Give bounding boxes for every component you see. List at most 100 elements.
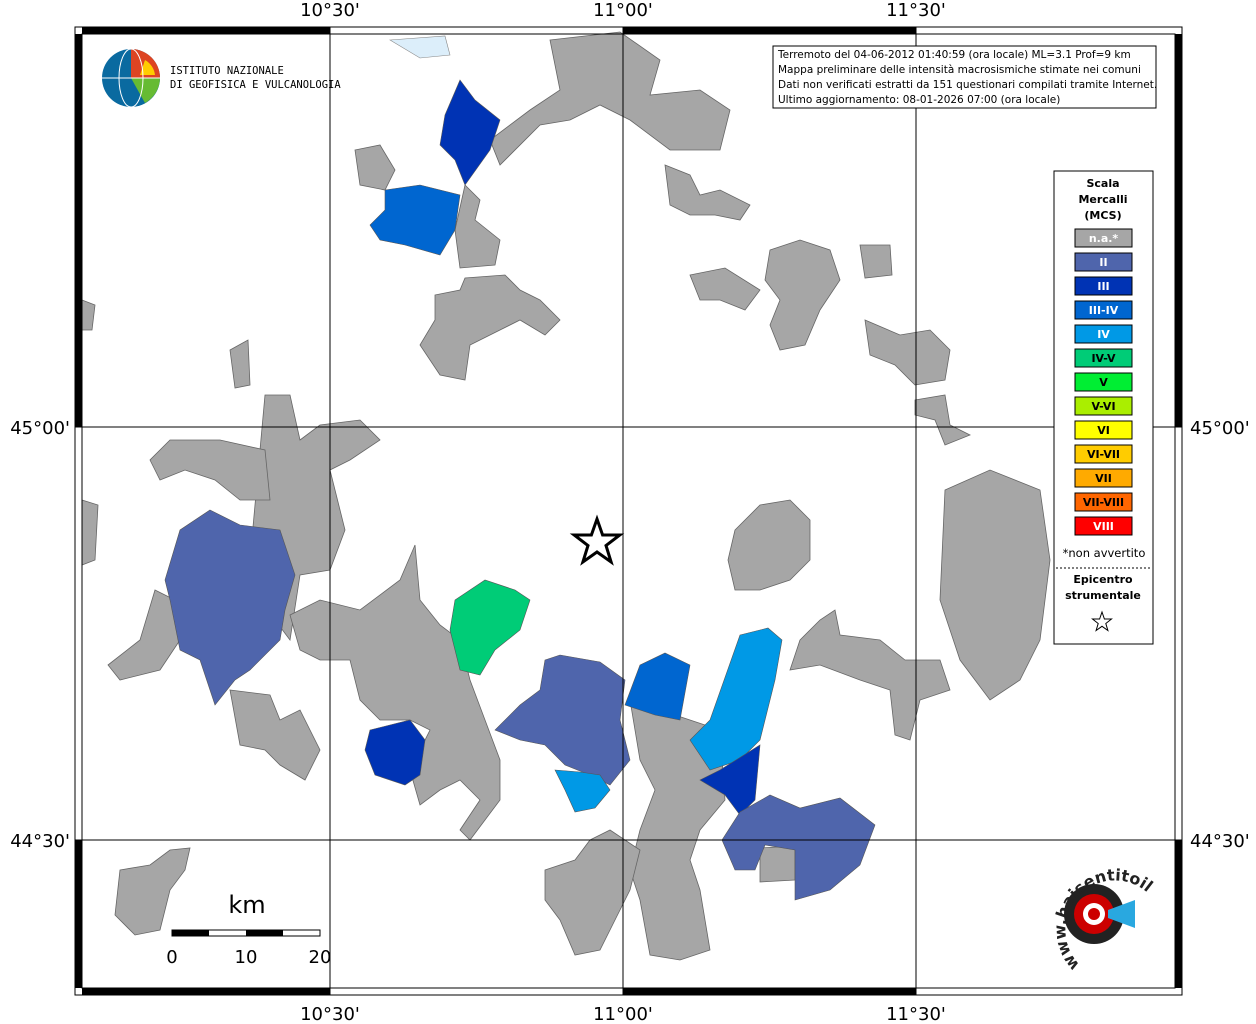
legend-swatch [1074,468,1133,488]
lake [389,35,451,59]
legend-label: V-VI [1091,400,1115,413]
area [664,164,751,221]
legend-swatch [1074,348,1133,368]
legend-label: III [1097,280,1109,293]
scale-tick: 0 [166,947,177,968]
scale-tick: 20 [309,947,332,968]
frame-seg [82,27,330,34]
frame-seg [1175,840,1182,988]
legend-label: III-IV [1089,304,1119,317]
lon-label: 11°00' [593,1004,653,1024]
area [864,319,951,386]
legend-label: VII [1095,472,1112,485]
lon-label: 11°30' [886,0,946,21]
frame-seg [623,988,916,995]
legend-label: IV [1097,328,1110,341]
logo-speaker [1108,900,1135,928]
legend-swatch [1074,300,1133,320]
frame-seg [1175,34,1182,427]
area [289,544,501,841]
legend: Scala Mercalli (MCS) *non avvertito Epic… [1053,170,1154,645]
lon-label: 10°30' [300,1004,360,1024]
area-iv-v [449,579,531,676]
scale-seg [246,930,283,936]
info-line: Ultimo aggiornamento: 08-01-2026 07:00 (… [778,94,1060,106]
area [81,499,99,566]
institute-name: ISTITUTO NAZIONALE [170,65,284,77]
legend-label: VI-VII [1087,448,1120,461]
info-line: Dati non verificati estratti da 151 ques… [778,79,1157,91]
logo-part [131,78,160,103]
area [354,144,396,191]
legend-swatch [1074,324,1133,344]
lon-label: 11°30' [886,1004,946,1024]
institute-name: DI GEOFISICA E VULCANOLOGIA [170,79,341,91]
ingv-logo: ISTITUTO NAZIONALE DI GEOFISICA E VULCAN… [102,48,341,108]
legend-swatch [1074,228,1133,248]
lon-label: 11°00' [593,0,653,21]
area [229,339,251,389]
legend-swatch [1074,252,1133,272]
area [859,244,893,279]
frame-seg [623,27,916,34]
area [764,239,841,351]
area [759,845,796,883]
epicenter-star [569,514,625,566]
legend-title: (MCS) [1084,209,1121,222]
area-iv [689,627,783,771]
area-iii [364,719,426,786]
area [914,394,971,446]
logo-part [140,60,155,75]
legend-epicenter: strumentale [1065,589,1141,602]
scale-seg [172,930,209,936]
legend-star [1091,610,1113,632]
scale-bar: km 0 10 20 [166,891,331,968]
area-iii-iv [369,184,461,256]
info-line: Terremoto del 04-06-2012 01:40:59 (ora l… [777,49,1131,61]
legend-title: Scala [1086,177,1119,190]
frame [74,26,1183,996]
legend-label: VII-VIII [1083,496,1124,509]
area [689,267,761,311]
lon-label: 10°30' [300,0,360,21]
area-ii [721,794,876,901]
area-ii [164,509,296,706]
lat-label: 45°00' [1190,418,1250,439]
lat-label: 45°00' [10,418,70,439]
legend-swatch [1074,420,1133,440]
graticule [75,27,1182,995]
logo-ring [1088,908,1100,920]
area-iii [699,744,761,816]
legend-label: V [1099,376,1108,389]
area [939,469,1051,701]
municipalities [81,31,1051,961]
legend-label: VIII [1093,520,1114,533]
legend-swatch [1074,516,1133,536]
legend-swatch [1074,372,1133,392]
legend-swatch [1074,276,1133,296]
info-line: Mappa preliminare delle intensità macros… [778,64,1141,76]
lat-label: 44°30' [1190,831,1250,852]
area [454,184,501,269]
legend-label: n.a.* [1089,232,1119,245]
lat-label: 44°30' [10,831,70,852]
legend-swatch [1074,396,1133,416]
area [789,609,951,741]
info-box [772,45,1157,109]
area [114,847,191,936]
frame-seg [82,988,330,995]
area-iv [554,769,611,813]
legend-label: VI [1097,424,1110,437]
area [489,31,731,166]
frame-seg [75,34,82,427]
area [229,689,321,781]
scale-tick: 10 [235,947,258,968]
legend-label: IV-V [1091,352,1116,365]
legend-note: *non avvertito [1063,546,1146,560]
legend-title: Mercalli [1078,193,1127,206]
legend-swatch [1074,492,1133,512]
area-iii-iv [624,652,691,721]
legend-label: II [1099,256,1107,269]
area [419,274,561,381]
